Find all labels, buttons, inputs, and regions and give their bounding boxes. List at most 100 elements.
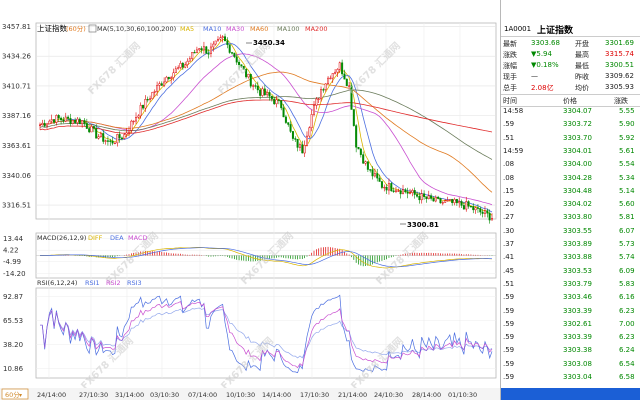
- quote-row[interactable]: .59 3303.04 6.58: [501, 372, 640, 383]
- quote-row[interactable]: 14:59 3304.01 5.61: [501, 146, 640, 157]
- quote-time: .59: [503, 306, 515, 315]
- quote-price: 3303.70: [563, 133, 592, 142]
- stat-value: —: [531, 72, 538, 80]
- quote-row[interactable]: .41 3303.88 5.74: [501, 252, 640, 263]
- quote-time: 14:58: [503, 107, 524, 115]
- rsi-tick-label: 38.20: [3, 341, 23, 349]
- ma-legend-item: MA100: [277, 25, 299, 33]
- candle-body: [406, 191, 409, 194]
- candle-body: [411, 190, 414, 193]
- candle-body: [135, 117, 138, 122]
- candle-body: [224, 36, 227, 41]
- candle-body: [158, 83, 161, 86]
- quote-time: .41: [503, 253, 515, 262]
- candle-body: [467, 201, 470, 207]
- quote-row[interactable]: .59 3303.08 6.54: [501, 359, 640, 370]
- quote-price: 3303.55: [563, 226, 592, 235]
- candle-body: [181, 62, 184, 68]
- quote-change: 5.74: [619, 253, 635, 262]
- stat-label: 涨跌: [503, 51, 517, 59]
- quote-change: 6.09: [619, 266, 635, 275]
- quote-price: 3303.79: [563, 279, 592, 288]
- quote-row[interactable]: .59 3302.61 7.00: [501, 319, 640, 330]
- quote-row[interactable]: 14:58 3304.07 5.55: [501, 106, 640, 117]
- ma-line: [39, 71, 493, 193]
- macd-tick-label: 4.22: [3, 247, 19, 255]
- ma-toggle-icon[interactable]: [88, 24, 97, 33]
- quote-row[interactable]: .59 3303.72 5.90: [501, 119, 640, 130]
- candle-body: [113, 142, 116, 144]
- quote-row[interactable]: .59 3303.46 6.16: [501, 292, 640, 303]
- period-button[interactable]: [1, 388, 29, 400]
- panel-footer-bar: [501, 388, 640, 400]
- period-dropdown-icon[interactable]: ▾: [19, 392, 22, 399]
- stat-value: 3300.51: [605, 61, 634, 69]
- candle-body: [149, 98, 152, 101]
- quote-time: .30: [503, 226, 515, 235]
- candle-body: [118, 134, 121, 139]
- candle-body: [125, 132, 128, 135]
- candle-body: [270, 95, 273, 100]
- candle-body: [437, 196, 440, 199]
- candle-body: [336, 69, 339, 73]
- candle-body: [397, 190, 400, 192]
- quote-change: 5.34: [619, 173, 635, 182]
- quote-change: 6.07: [619, 226, 635, 235]
- quote-row[interactable]: .59 3303.39 6.23: [501, 306, 640, 317]
- candle-body: [273, 98, 276, 105]
- quote-row[interactable]: .45 3303.53 6.09: [501, 266, 640, 277]
- time-tick-label: 28/14:00: [412, 391, 441, 399]
- candle-body: [458, 201, 461, 204]
- candle-body: [329, 77, 332, 80]
- security-name: 上证指数: [537, 26, 574, 36]
- quote-time: .45: [503, 266, 515, 275]
- candle-body: [315, 98, 318, 106]
- kline-chart-area[interactable]: FX678 汇通网 FX678 汇通网 FX678 汇通网 FX678 汇通网 …: [0, 0, 500, 400]
- quote-row[interactable]: .37 3303.89 5.73: [501, 239, 640, 250]
- quote-row[interactable]: .51 3303.70 5.92: [501, 133, 640, 144]
- time-tick-label: 07/14:00: [188, 391, 217, 399]
- quote-row[interactable]: .15 3304.48 5.14: [501, 186, 640, 197]
- quote-row[interactable]: .27 3303.80 5.81: [501, 212, 640, 223]
- ma-legend-item: MA10: [203, 25, 221, 33]
- moving-average-lines: [39, 38, 493, 216]
- candle-body: [111, 140, 114, 144]
- quote-time: .27: [503, 213, 515, 222]
- candle-body: [409, 192, 412, 194]
- quote-row[interactable]: .59 3303.39 6.23: [501, 332, 640, 343]
- rsi-tick-label: 65.53: [3, 317, 23, 325]
- time-axis: 24/14:00 27/10:30 31/14:00 03/10:30 07/14:00…: [37, 391, 477, 399]
- quote-row[interactable]: .59 3303.38 6.24: [501, 345, 640, 356]
- candle-body: [53, 119, 56, 123]
- candle-body: [350, 85, 353, 110]
- ma-line: [39, 99, 493, 134]
- candle-body: [320, 89, 323, 100]
- quote-row[interactable]: .20 3304.02 5.60: [501, 199, 640, 210]
- candle-body: [390, 183, 393, 192]
- rsi-panel-frame: [35, 287, 497, 379]
- security-header: 1A0001 上证指数: [501, 22, 640, 37]
- candle-body: [205, 46, 208, 54]
- time-tick-label: 24/10:30: [374, 391, 403, 399]
- quote-time: .20: [503, 200, 515, 209]
- candle-body: [338, 62, 341, 70]
- quote-change: 6.58: [619, 373, 635, 381]
- quote-row[interactable]: .51 3303.79 5.83: [501, 279, 640, 290]
- chart-title: 上证指数: [37, 23, 67, 33]
- candle-body: [486, 210, 489, 214]
- candle-body: [78, 118, 81, 125]
- quote-row[interactable]: .08 3304.00 5.54: [501, 159, 640, 170]
- macd-axis: 13.44 4.22 -4.99 -14.20: [3, 235, 26, 278]
- quote-row[interactable]: .08 3304.28 5.34: [501, 173, 640, 184]
- candle-body: [184, 64, 187, 68]
- quote-change: 5.73: [619, 240, 635, 248]
- kline-chart[interactable]: FX678 汇通网 FX678 汇通网 FX678 汇通网 FX678 汇通网 …: [0, 0, 500, 400]
- quote-change: 5.55: [619, 107, 635, 115]
- candle-body: [296, 138, 299, 148]
- candle-body: [313, 105, 316, 115]
- candle-body: [303, 145, 306, 154]
- quote-price: 3303.89: [563, 240, 592, 248]
- quote-row[interactable]: .30 3303.55 6.07: [501, 226, 640, 237]
- candle-body: [448, 199, 451, 201]
- candle-body: [284, 116, 287, 123]
